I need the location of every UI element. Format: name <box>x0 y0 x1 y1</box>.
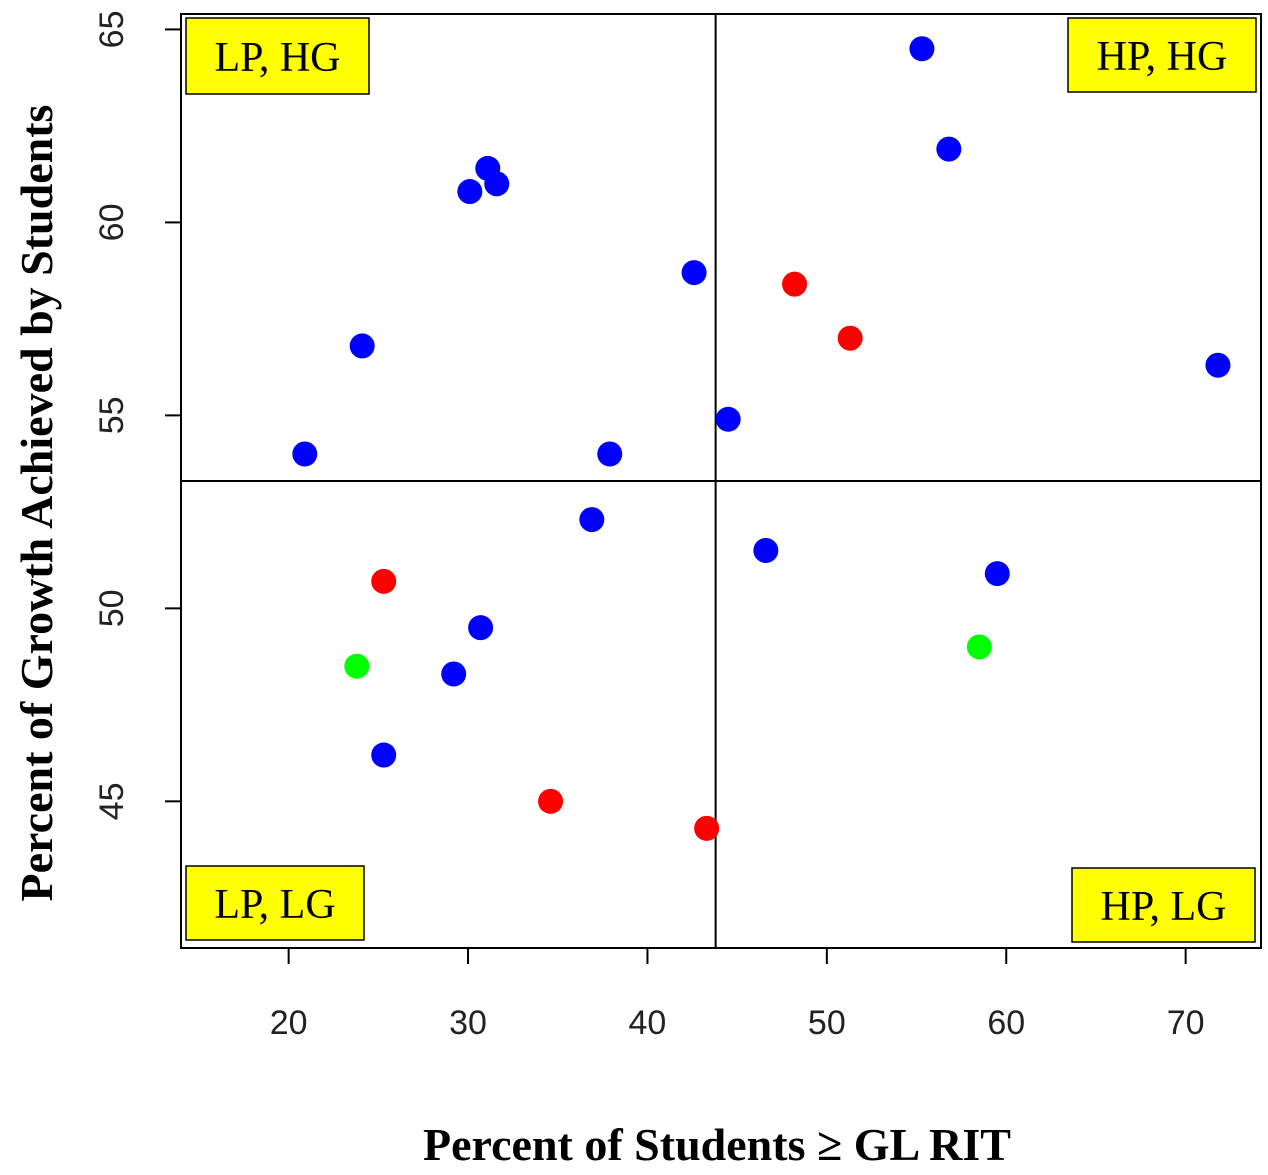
green-data-point <box>966 634 992 660</box>
y-tick-label: 45 <box>93 782 131 820</box>
x-tick-label: 50 <box>808 1004 846 1042</box>
red-data-point <box>782 271 808 297</box>
blue-data-point <box>441 661 467 687</box>
blue-data-point <box>457 179 483 205</box>
blue-data-point <box>984 561 1010 587</box>
quadrant-label-top-left: LP, HG <box>185 17 370 95</box>
reference-lines <box>181 14 1261 948</box>
quadrant-label-top-left-box <box>185 17 370 95</box>
blue-data-point <box>753 537 779 563</box>
x-tick-label: 70 <box>1167 1004 1205 1042</box>
blue-data-point <box>909 36 935 62</box>
x-tick-label: 40 <box>629 1004 667 1042</box>
red-data-point <box>694 815 720 841</box>
blue-data-point <box>349 333 375 359</box>
y-axis: 45 50 55 60 65 <box>93 11 182 820</box>
x-tick-label: 30 <box>449 1004 487 1042</box>
blue-data-point <box>579 507 605 533</box>
blue-data-point <box>292 441 318 467</box>
quadrant-label-bottom-left: LP, LG <box>185 865 365 941</box>
quadrant-label-bottom-right-text: HP, LG <box>1100 884 1226 930</box>
quadrant-label-bottom-left-box <box>185 865 365 941</box>
quadrant-label-bottom-left-text: LP, LG <box>214 882 335 928</box>
blue-data-point <box>715 406 741 432</box>
y-tick-label: 50 <box>93 589 131 627</box>
y-axis-title: Percent of Growth Achieved by Students <box>11 105 62 902</box>
quadrant-labels: LP, HG HP, HG LP, LG HP, LG <box>185 17 1257 943</box>
blue-data-point <box>468 615 494 641</box>
x-tick-label: 60 <box>987 1004 1025 1042</box>
blue-data-point <box>371 742 397 768</box>
blue-data-point <box>681 260 707 286</box>
x-tick-label: 20 <box>270 1004 308 1042</box>
y-tick-label: 60 <box>93 203 131 241</box>
quadrant-label-top-right-box <box>1067 17 1257 93</box>
quadrant-label-bottom-right: HP, LG <box>1071 867 1256 943</box>
blue-data-point <box>1205 352 1231 378</box>
blue-data-point <box>597 441 623 467</box>
blue-data-point <box>484 171 510 197</box>
red-data-point <box>837 325 863 351</box>
quadrant-label-top-right: HP, HG <box>1067 17 1257 93</box>
red-data-point <box>371 568 397 594</box>
quadrant-label-bottom-right-box <box>1071 867 1256 943</box>
x-axis: 20 30 40 50 60 70 <box>270 947 1205 1042</box>
quadrant-label-top-left-text: LP, HG <box>214 35 340 81</box>
y-tick-label: 55 <box>93 396 131 434</box>
green-data-point <box>344 653 370 679</box>
y-tick-label: 65 <box>93 11 131 49</box>
x-axis-title: Percent of Students ≥ GL RIT <box>423 1119 1011 1170</box>
red-data-point <box>538 788 564 814</box>
quadrant-label-top-right-text: HP, HG <box>1097 34 1228 80</box>
data-points <box>292 36 1231 841</box>
blue-data-point <box>936 136 962 162</box>
